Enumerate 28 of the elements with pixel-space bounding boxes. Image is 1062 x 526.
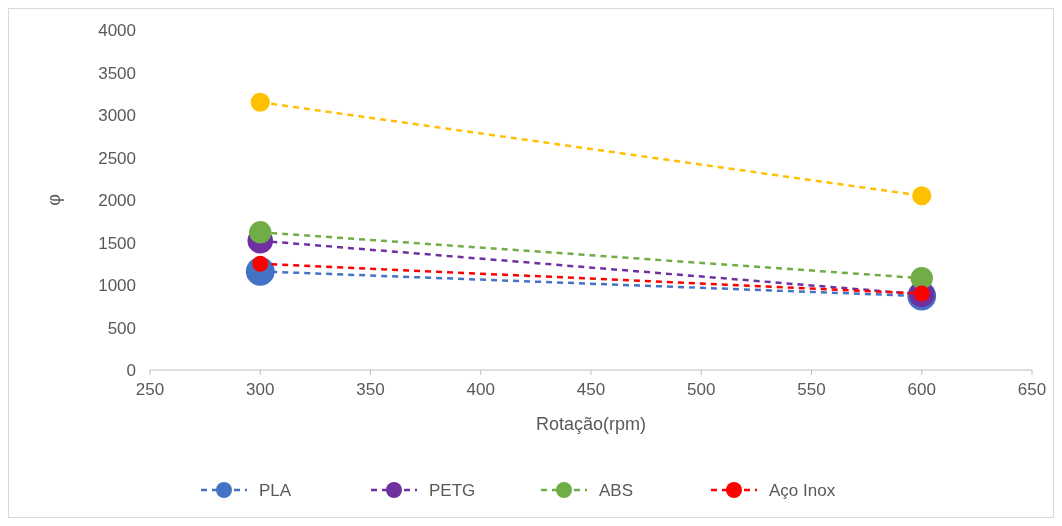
y-tick-label: 3500	[98, 63, 136, 83]
x-tick-label: 650	[1017, 380, 1047, 399]
legend-label: PLA	[259, 481, 292, 500]
point	[910, 267, 933, 290]
x-tick-label: 450	[576, 380, 606, 399]
x-tick-label: 500	[687, 380, 716, 399]
y-tick-label: 2500	[98, 148, 136, 168]
x-tick-label: 600	[907, 380, 936, 399]
y-tick-label: 0	[126, 361, 136, 380]
legend-label: ABS	[599, 481, 634, 500]
x-axis-title: Rotação(rpm)	[535, 414, 647, 434]
x-tick-label: 250	[135, 380, 165, 399]
y-tick-label: 1000	[98, 276, 136, 295]
point	[249, 221, 272, 244]
x-tick-label: 350	[356, 380, 385, 399]
x-tick-label: 300	[246, 380, 275, 399]
y-tick-label: 500	[107, 318, 136, 338]
legend-label: PETG	[429, 481, 476, 500]
x-tick-label: 400	[466, 380, 495, 399]
y-tick-label: 4000	[98, 21, 136, 40]
y-tick-label: 3000	[98, 106, 136, 125]
y-tick-label: 2000	[98, 191, 136, 210]
legend-label: Aço Inox	[769, 481, 836, 500]
point	[912, 186, 932, 206]
point	[250, 92, 270, 112]
y-tick-label: 1500	[98, 233, 136, 253]
x-tick-label: 550	[797, 380, 826, 399]
y-axis-title: φ	[44, 194, 64, 206]
